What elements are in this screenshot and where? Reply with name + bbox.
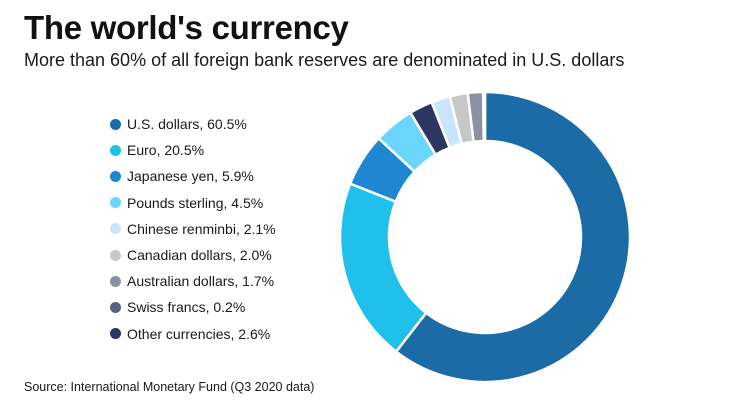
legend-item-cad: Canadian dollars, 2.0% <box>110 242 276 268</box>
legend-item-other: Other currencies, 2.6% <box>110 321 276 347</box>
legend-swatch-chf <box>110 301 121 313</box>
legend-item-aud: Australian dollars, 1.7% <box>110 268 276 294</box>
legend-swatch-gbp <box>110 197 121 209</box>
legend-label-cny: Chinese renminbi, 2.1% <box>127 220 276 237</box>
legend-label-usd: U.S. dollars, 60.5% <box>127 116 247 133</box>
legend-swatch-jpy <box>110 170 121 182</box>
donut-slice-eur <box>338 182 428 353</box>
legend-item-usd: U.S. dollars, 60.5% <box>110 111 276 137</box>
legend-label-other: Other currencies, 2.6% <box>127 325 271 342</box>
legend-swatch-aud <box>110 275 121 287</box>
legend-label-eur: Euro, 20.5% <box>127 142 205 159</box>
legend-label-chf: Swiss francs, 0.2% <box>127 299 246 316</box>
donut-chart <box>338 90 632 384</box>
legend-item-eur: Euro, 20.5% <box>110 137 276 163</box>
legend-label-cad: Canadian dollars, 2.0% <box>127 247 272 264</box>
chart-legend: U.S. dollars, 60.5% Euro, 20.5% Japanese y… <box>110 111 276 347</box>
legend-swatch-cny <box>110 223 121 235</box>
source-note: Source: International Monetary Fund (Q3 … <box>24 380 315 394</box>
donut-slice-usd <box>394 90 632 384</box>
legend-item-chf: Swiss francs, 0.2% <box>110 294 276 320</box>
legend-swatch-eur <box>110 144 121 156</box>
legend-label-jpy: Japanese yen, 5.9% <box>127 168 254 185</box>
legend-swatch-usd <box>110 118 121 130</box>
legend-swatch-other <box>110 328 121 340</box>
chart-title: The world's currency <box>24 9 349 46</box>
donut-slice-chf <box>481 90 487 143</box>
legend-swatch-cad <box>110 249 121 261</box>
legend-item-gbp: Pounds sterling, 4.5% <box>110 190 276 216</box>
legend-item-cny: Chinese renminbi, 2.1% <box>110 216 276 242</box>
chart-subtitle: More than 60% of all foreign bank reserv… <box>24 50 625 70</box>
legend-label-aud: Australian dollars, 1.7% <box>127 273 275 290</box>
legend-label-gbp: Pounds sterling, 4.5% <box>127 194 264 211</box>
legend-item-jpy: Japanese yen, 5.9% <box>110 163 276 189</box>
